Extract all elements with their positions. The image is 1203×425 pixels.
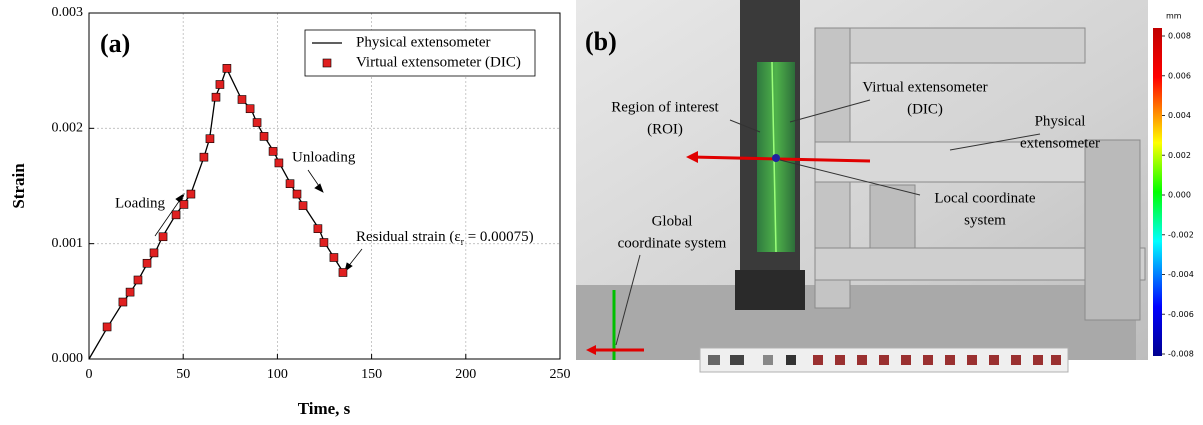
colorbar-tick-label: 0.004 <box>1168 111 1191 120</box>
colorbar-unit: mm <box>1166 12 1182 21</box>
colorbar-tick-label: 0.008 <box>1168 32 1191 41</box>
marker <box>119 298 127 306</box>
marker <box>126 288 134 296</box>
annotation: (ROI) <box>647 121 683 137</box>
marker <box>299 202 307 210</box>
marker <box>320 239 328 247</box>
marker <box>238 96 246 104</box>
marker <box>103 323 111 331</box>
icon[interactable] <box>923 355 933 365</box>
marker <box>339 269 347 277</box>
y-tick-label: 0.001 <box>52 236 84 251</box>
icon[interactable] <box>708 355 720 365</box>
icon[interactable] <box>945 355 955 365</box>
marker <box>286 180 294 188</box>
colorbar-tick-label: 0.000 <box>1168 191 1191 200</box>
arm-top <box>815 28 1085 63</box>
marker <box>293 190 301 198</box>
colorbar-tick-label: 0.006 <box>1168 71 1191 80</box>
annotation-part: = 0.00075) <box>464 229 534 245</box>
icon[interactable] <box>967 355 977 365</box>
icon[interactable] <box>1033 355 1043 365</box>
arm-side <box>1085 140 1140 320</box>
legend-swatch <box>323 59 331 67</box>
annotation: Physical <box>1035 113 1086 129</box>
annotation: extensometer <box>1020 135 1100 151</box>
x-tick-label: 150 <box>361 367 382 382</box>
annotation: Virtual extensometer <box>862 79 987 95</box>
annotation: system <box>964 212 1006 228</box>
figure: (b) Region of interest (ROI) Virtual ext… <box>0 0 1203 425</box>
panel-label: (b) <box>585 27 617 56</box>
annotation: Unloading <box>292 149 356 165</box>
marker <box>150 249 158 257</box>
annotation: Loading <box>115 195 165 211</box>
marker <box>212 93 220 101</box>
icon[interactable] <box>989 355 999 365</box>
marker <box>143 259 151 267</box>
marker <box>180 200 188 208</box>
y-tick-label: 0.003 <box>52 5 84 20</box>
marker <box>223 64 231 72</box>
colorbar-tick-label: -0.004 <box>1168 270 1194 279</box>
legend-label: Virtual extensometer (DIC) <box>356 54 521 70</box>
panel-label: (a) <box>100 29 130 58</box>
icon[interactable] <box>1011 355 1021 365</box>
specimen-grip <box>735 270 805 310</box>
legend-label: Physical extensometer <box>356 34 491 50</box>
line <box>89 68 343 359</box>
annotation: Local coordinate <box>934 190 1036 206</box>
marker <box>246 105 254 113</box>
colorbar <box>1153 28 1162 356</box>
annotation: Region of interest <box>611 99 719 115</box>
icon[interactable] <box>901 355 911 365</box>
y-axis-label: Strain <box>9 163 28 209</box>
marker <box>216 81 224 89</box>
arrowhead <box>315 184 323 192</box>
x-tick-label: 200 <box>455 367 476 382</box>
annotation: coordinate system <box>618 235 727 251</box>
marker <box>330 254 338 262</box>
marker <box>275 159 283 167</box>
icon[interactable] <box>786 355 796 365</box>
colorbar-tick-label: -0.008 <box>1168 350 1194 359</box>
y-tick-label: 0.002 <box>52 121 84 136</box>
marker <box>206 135 214 143</box>
marker <box>172 211 180 219</box>
annotation: Residual strain (εr = 0.00075) <box>356 229 534 248</box>
origin <box>772 154 780 162</box>
icon[interactable] <box>813 355 823 365</box>
marker <box>269 147 277 155</box>
icon[interactable] <box>857 355 867 365</box>
icon[interactable] <box>879 355 889 365</box>
icon[interactable] <box>730 355 744 365</box>
x-axis-label: Time, s <box>298 399 351 418</box>
x-tick-label: 250 <box>550 367 571 382</box>
icon[interactable] <box>1051 355 1061 365</box>
icon[interactable] <box>835 355 845 365</box>
colorbar-tick-label: -0.002 <box>1168 230 1194 239</box>
marker <box>159 233 167 241</box>
marker <box>314 225 322 233</box>
x-tick-label: 100 <box>267 367 288 382</box>
marker <box>253 119 261 127</box>
colorbar-tick-label: 0.002 <box>1168 151 1191 160</box>
x-tick-label: 50 <box>176 367 190 382</box>
y-tick-label: 0.000 <box>52 351 84 366</box>
marker <box>134 276 142 284</box>
annotation: (DIC) <box>907 101 943 117</box>
x-tick-label: 0 <box>86 367 93 382</box>
marker <box>200 153 208 161</box>
icon[interactable] <box>763 355 773 365</box>
marker <box>260 132 268 140</box>
colorbar-tick-label: -0.006 <box>1168 310 1194 319</box>
annotation: Global <box>652 213 693 229</box>
marker <box>187 190 195 198</box>
photo: (b) Region of interest (ROI) Virtual ext… <box>576 0 1182 372</box>
